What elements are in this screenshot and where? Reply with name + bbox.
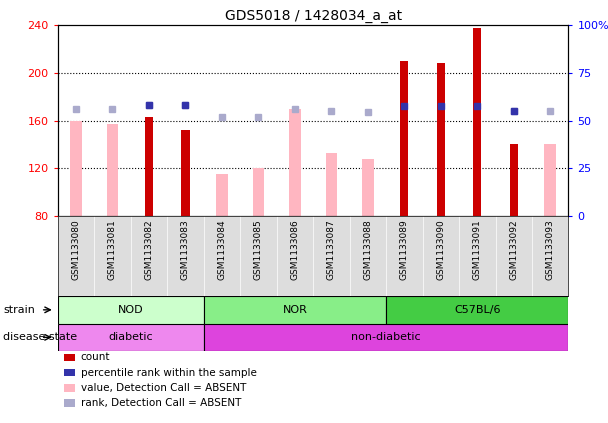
Text: GSM1133085: GSM1133085 — [254, 220, 263, 280]
Bar — [325, 153, 337, 216]
Bar — [204, 324, 568, 351]
Text: GSM1133082: GSM1133082 — [145, 220, 153, 280]
Text: GSM1133086: GSM1133086 — [291, 220, 299, 280]
Bar — [544, 144, 556, 216]
Text: GSM1133093: GSM1133093 — [546, 220, 554, 280]
Bar — [204, 296, 386, 324]
Bar — [437, 63, 445, 216]
Bar — [106, 124, 119, 216]
Text: diabetic: diabetic — [108, 332, 153, 342]
Bar — [58, 324, 204, 351]
Text: GSM1133092: GSM1133092 — [510, 220, 518, 280]
Text: GSM1133089: GSM1133089 — [400, 220, 409, 280]
Bar — [58, 296, 204, 324]
Bar — [70, 121, 82, 216]
Bar — [289, 109, 301, 216]
Text: GSM1133090: GSM1133090 — [437, 220, 445, 280]
Bar — [386, 296, 568, 324]
Text: rank, Detection Call = ABSENT: rank, Detection Call = ABSENT — [81, 398, 241, 408]
Text: NOR: NOR — [283, 305, 307, 315]
Text: percentile rank within the sample: percentile rank within the sample — [81, 368, 257, 378]
Bar — [216, 174, 228, 216]
Text: GSM1133088: GSM1133088 — [364, 220, 372, 280]
Bar — [400, 61, 409, 216]
Bar — [510, 144, 518, 216]
Text: disease state: disease state — [3, 332, 77, 342]
Bar — [252, 168, 264, 216]
Text: strain: strain — [3, 305, 35, 315]
Text: value, Detection Call = ABSENT: value, Detection Call = ABSENT — [81, 383, 246, 393]
Text: GSM1133091: GSM1133091 — [473, 220, 482, 280]
Text: GSM1133083: GSM1133083 — [181, 220, 190, 280]
Text: GSM1133087: GSM1133087 — [327, 220, 336, 280]
Text: GSM1133081: GSM1133081 — [108, 220, 117, 280]
Text: count: count — [81, 352, 111, 363]
Bar — [145, 117, 153, 216]
Bar — [181, 130, 190, 216]
Bar — [473, 28, 482, 216]
Text: C57BL/6: C57BL/6 — [454, 305, 500, 315]
Title: GDS5018 / 1428034_a_at: GDS5018 / 1428034_a_at — [224, 9, 402, 23]
Text: non-diabetic: non-diabetic — [351, 332, 421, 342]
Bar — [362, 159, 374, 216]
Text: GSM1133084: GSM1133084 — [218, 220, 226, 280]
Text: NOD: NOD — [118, 305, 143, 315]
Text: GSM1133080: GSM1133080 — [72, 220, 80, 280]
